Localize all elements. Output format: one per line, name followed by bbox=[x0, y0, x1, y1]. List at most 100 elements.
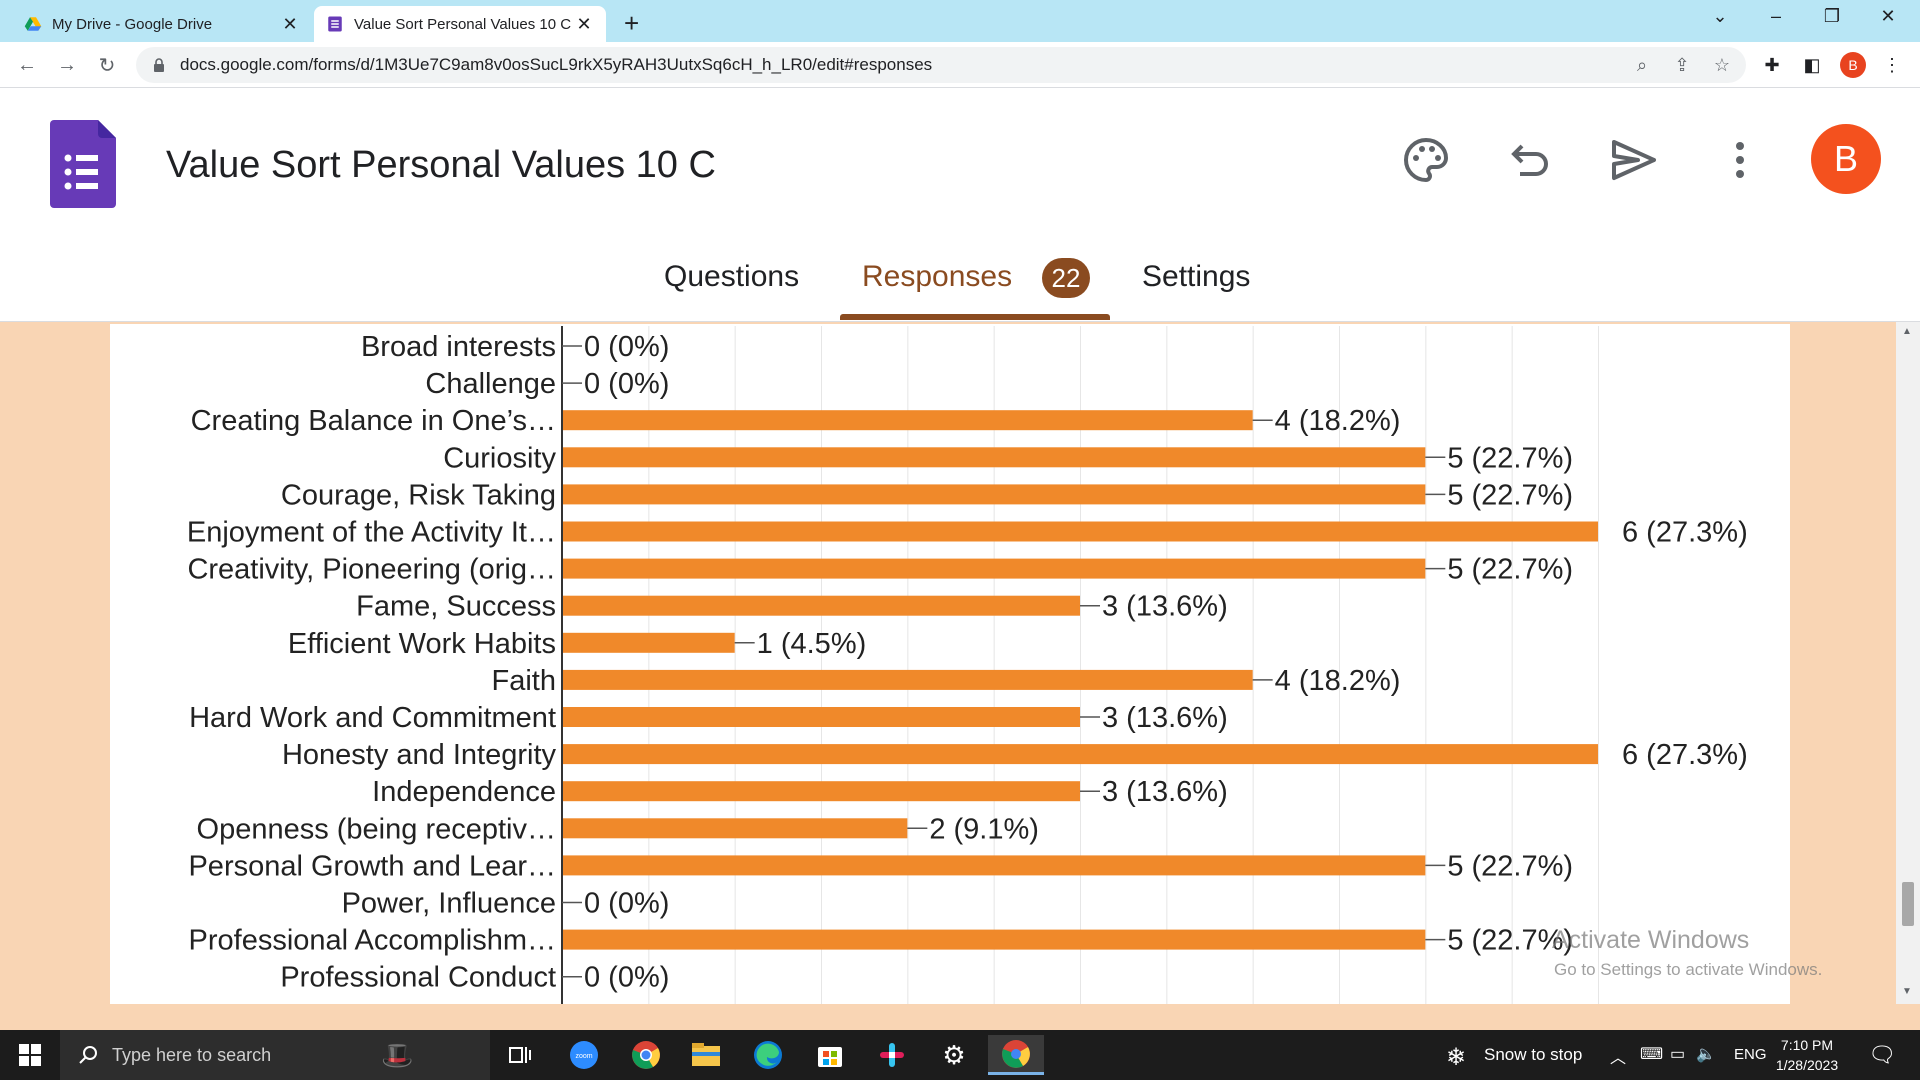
browser-tab-forms[interactable]: Value Sort Personal Values 10 C - ✕ bbox=[314, 6, 606, 42]
account-avatar[interactable]: B bbox=[1811, 124, 1881, 194]
bar[interactable] bbox=[563, 929, 1426, 950]
network-icon[interactable]: ⌨ bbox=[1640, 1046, 1664, 1063]
undo-icon[interactable] bbox=[1502, 132, 1558, 188]
more-vert-icon[interactable] bbox=[1712, 132, 1768, 188]
category-label: Courage, Risk Taking bbox=[281, 479, 556, 511]
browser-tab-title: My Drive - Google Drive bbox=[52, 15, 213, 33]
category-label: Personal Growth and Lear… bbox=[188, 850, 556, 882]
bar[interactable] bbox=[563, 595, 1080, 616]
google-forms-icon bbox=[328, 16, 342, 32]
category-label: Hard Work and Commitment bbox=[189, 702, 556, 734]
chevron-up-icon[interactable]: ︿ bbox=[1610, 1050, 1627, 1067]
bar[interactable] bbox=[563, 632, 735, 653]
side-panel-icon[interactable]: ◧ bbox=[1803, 54, 1821, 75]
page-scrollbar[interactable]: ▲ ▼ bbox=[1896, 322, 1920, 1004]
send-icon[interactable] bbox=[1606, 132, 1662, 188]
task-view-icon[interactable] bbox=[492, 1035, 548, 1075]
palette-icon[interactable] bbox=[1398, 132, 1454, 188]
forward-icon[interactable]: → bbox=[57, 53, 77, 76]
google-forms-logo-icon[interactable] bbox=[50, 120, 116, 208]
responses-count-badge: 22 bbox=[1042, 258, 1090, 298]
value-label: 4 (18.2%) bbox=[1275, 405, 1401, 437]
activation-watermark-title: Activate Windows bbox=[1552, 926, 1750, 954]
bar[interactable] bbox=[563, 855, 1426, 876]
file-explorer-icon[interactable] bbox=[678, 1035, 734, 1075]
bookmark-star-icon[interactable]: ☆ bbox=[1713, 54, 1731, 75]
bar[interactable] bbox=[563, 669, 1253, 690]
form-title[interactable]: Value Sort Personal Values 10 C bbox=[166, 144, 716, 186]
bar[interactable] bbox=[563, 558, 1426, 579]
url-text: docs.google.com/forms/d/1M3Ue7C9am8v0osS… bbox=[180, 55, 933, 74]
category-label: Challenge bbox=[425, 368, 556, 400]
category-label: Creativity, Pioneering (orig… bbox=[187, 554, 556, 586]
browser-tab-title: Value Sort Personal Values 10 C - bbox=[354, 15, 574, 33]
close-icon[interactable]: ✕ bbox=[576, 13, 592, 34]
weather-text[interactable]: Snow to stop bbox=[1484, 1045, 1583, 1064]
scrollbar-thumb[interactable] bbox=[1902, 882, 1914, 926]
reload-icon[interactable]: ↻ bbox=[98, 54, 116, 77]
windows-start-icon[interactable] bbox=[0, 1030, 60, 1080]
browser-tab-drive[interactable]: My Drive - Google Drive ✕ bbox=[12, 6, 312, 42]
tab-settings[interactable]: Settings bbox=[1142, 260, 1251, 293]
active-tab-indicator bbox=[840, 314, 1110, 320]
chevron-down-icon[interactable]: ⌄ bbox=[1712, 6, 1728, 26]
minimize-icon[interactable]: – bbox=[1770, 6, 1781, 26]
bar[interactable] bbox=[563, 744, 1598, 765]
bar[interactable] bbox=[563, 818, 908, 839]
taskbar-search-box[interactable]: Type here to search 🎩 bbox=[60, 1030, 490, 1080]
profile-avatar[interactable]: B bbox=[1840, 52, 1866, 78]
browser-menu-icon[interactable]: ⋮ bbox=[1883, 54, 1901, 75]
restore-icon[interactable]: ❐ bbox=[1823, 6, 1841, 26]
response-chart-card: Broad interests 0 (0%) Challenge 0 (0%) Crea… bbox=[110, 324, 1790, 1004]
category-label: Efficient Work Habits bbox=[288, 628, 556, 660]
bar[interactable] bbox=[563, 521, 1598, 542]
value-label: 5 (22.7%) bbox=[1447, 850, 1573, 882]
slack-icon[interactable] bbox=[864, 1035, 920, 1075]
bar[interactable] bbox=[563, 447, 1426, 468]
category-label: Fame, Success bbox=[356, 591, 556, 623]
microsoft-store-icon[interactable] bbox=[802, 1035, 858, 1075]
value-label: 1 (4.5%) bbox=[757, 628, 867, 660]
google-drive-icon bbox=[24, 17, 42, 31]
bar[interactable] bbox=[563, 781, 1080, 802]
close-icon[interactable]: ✕ bbox=[282, 13, 298, 34]
value-label: 0 (0%) bbox=[584, 368, 669, 400]
chrome-icon[interactable] bbox=[618, 1035, 674, 1075]
volume-icon[interactable]: 🔈 bbox=[1696, 1046, 1716, 1063]
window-close-icon[interactable]: ✕ bbox=[1880, 6, 1896, 26]
search-placeholder: Type here to search bbox=[112, 1044, 272, 1065]
forms-header: Value Sort Personal Values 10 C B Questi… bbox=[0, 88, 1920, 322]
bar[interactable] bbox=[563, 707, 1080, 727]
battery-icon[interactable]: ▭ bbox=[1670, 1046, 1686, 1063]
notifications-icon[interactable]: 🗨 bbox=[1868, 1042, 1896, 1067]
back-icon[interactable]: ← bbox=[17, 53, 37, 76]
weather-snow-icon[interactable]: ❄ bbox=[1446, 1044, 1467, 1071]
value-label: 5 (22.7%) bbox=[1447, 479, 1573, 511]
scroll-up-icon[interactable]: ▲ bbox=[1902, 326, 1912, 337]
tab-responses[interactable]: Responses bbox=[862, 260, 1013, 293]
new-tab-icon[interactable]: + bbox=[624, 8, 640, 38]
bar[interactable] bbox=[563, 484, 1426, 505]
activation-watermark-subtitle: Go to Settings to activate Windows. bbox=[1554, 960, 1823, 979]
settings-gear-icon[interactable]: ⚙ bbox=[942, 1039, 966, 1070]
edge-icon[interactable] bbox=[740, 1035, 796, 1075]
category-label: Enjoyment of the Activity It… bbox=[187, 517, 556, 549]
scroll-down-icon[interactable]: ▼ bbox=[1902, 986, 1912, 997]
bar[interactable] bbox=[563, 410, 1253, 431]
extensions-icon[interactable]: ✚ bbox=[1764, 54, 1780, 75]
value-label: 2 (9.1%) bbox=[929, 813, 1039, 845]
language-indicator[interactable]: ENG bbox=[1734, 1046, 1767, 1063]
zoom-icon[interactable]: ⌕ bbox=[1636, 54, 1648, 75]
taskbar-clock[interactable]: 7:10 PM 1/28/2023 bbox=[1762, 1035, 1852, 1075]
category-label: Broad interests bbox=[361, 331, 556, 363]
value-label: 3 (13.6%) bbox=[1102, 591, 1228, 623]
value-label: 0 (0%) bbox=[584, 331, 669, 363]
share-icon[interactable]: ⇪ bbox=[1674, 54, 1690, 75]
tab-questions[interactable]: Questions bbox=[664, 260, 800, 293]
chrome-profile-running-icon[interactable] bbox=[988, 1035, 1044, 1075]
address-bar[interactable]: docs.google.com/forms/d/1M3Ue7C9am8v0osS… bbox=[136, 47, 1746, 83]
windows-taskbar: Type here to search 🎩 zoom ⚙ ❄ Snow to s… bbox=[0, 1030, 1920, 1080]
value-label: 0 (0%) bbox=[584, 962, 669, 994]
zoom-app-icon[interactable]: zoom bbox=[556, 1035, 612, 1075]
value-label: 6 (27.3%) bbox=[1622, 739, 1748, 771]
